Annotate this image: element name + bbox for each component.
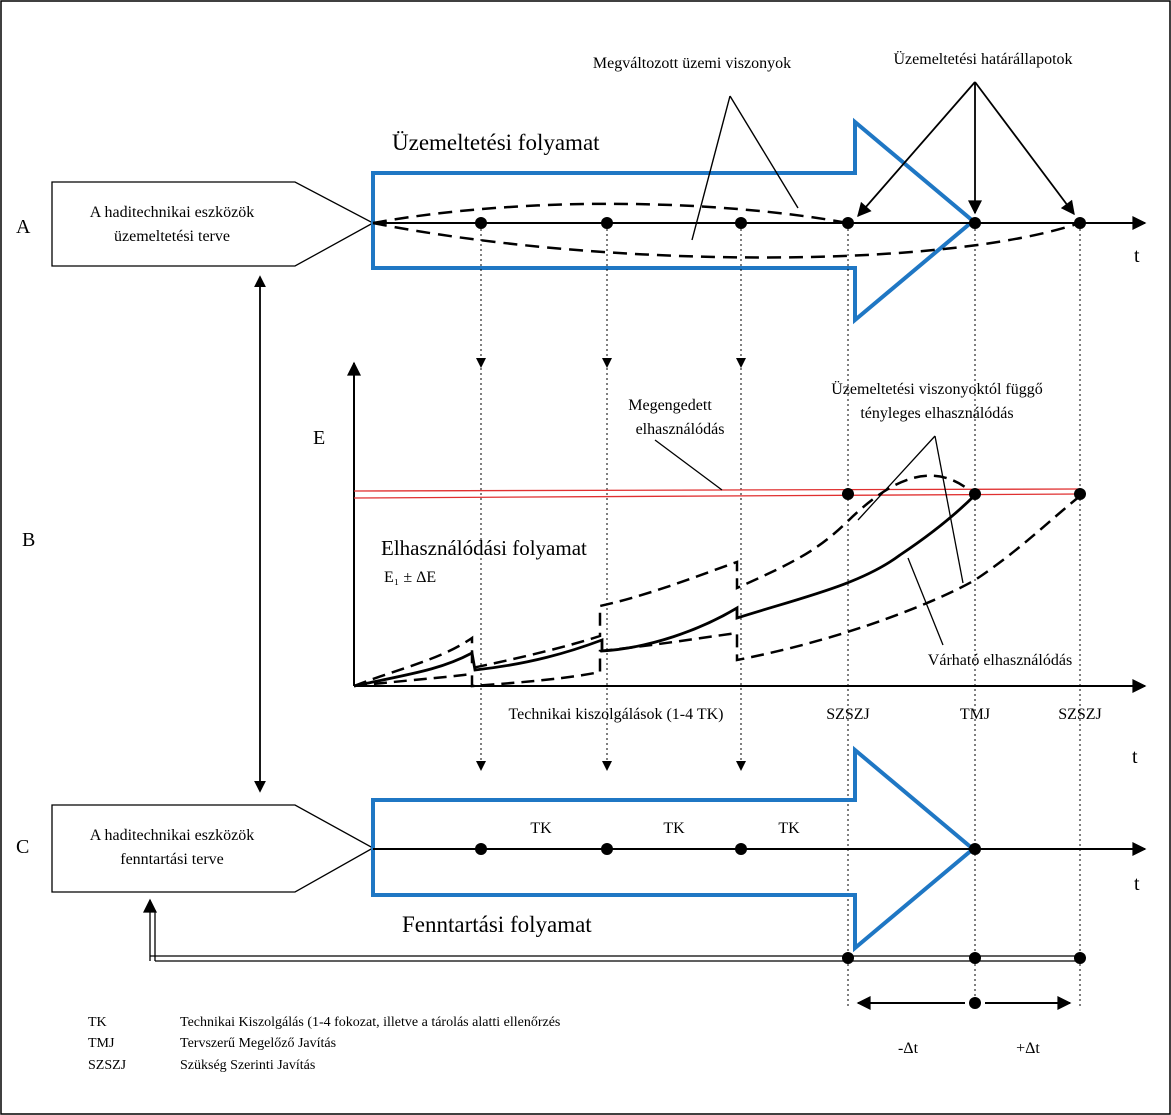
maintenance-plan-line1: A haditechnikai eszközök xyxy=(90,827,254,844)
row-label-b: B xyxy=(22,529,35,551)
operation-process-arrow xyxy=(371,117,977,325)
allowed-wear-limit-upper xyxy=(353,488,1081,492)
wear-envelope-upper xyxy=(353,474,976,688)
legend-text-szszj: Szükség Szerinti Javítás xyxy=(180,1058,315,1073)
changed-conditions-pointer-2 xyxy=(729,95,799,209)
legend: TK Technikai Kiszolgálás (1-4 fokozat, i… xyxy=(88,1015,560,1073)
legend-text-tmj: Tervszerű Megelőző Javítás xyxy=(180,1036,336,1051)
wear-limit-node-tmj xyxy=(969,488,981,500)
timeline-c-node-tk2 xyxy=(601,843,613,855)
changed-conditions-pointer-1 xyxy=(691,95,731,241)
timeline-c-node-tmj xyxy=(969,843,981,855)
timeline-a-node-tk2 xyxy=(601,217,613,229)
maintenance-process-label: Fenntartási folyamat xyxy=(402,912,592,937)
limit-states-pointer-1 xyxy=(857,81,976,218)
allowed-wear-limit-lower xyxy=(353,493,1081,499)
delta-plus-label: +Δt xyxy=(1016,1040,1040,1057)
wear-axis-e-label: E xyxy=(313,427,325,449)
changed-conditions-label: Megváltozott üzemi viszonyok xyxy=(593,55,791,72)
wear-envelope-lower xyxy=(353,495,1081,688)
changed-conditions-upper-curve xyxy=(372,202,849,225)
time-axis-a-label: t xyxy=(1134,245,1140,267)
delta-minus-label: -Δt xyxy=(898,1040,919,1057)
actual-wear-pointer-1 xyxy=(857,435,936,521)
time-axis-b-label: t xyxy=(1132,746,1138,768)
operation-plan-box xyxy=(51,181,375,267)
limit-states-pointer-3 xyxy=(974,81,1075,216)
legend-text-tk: Technikai Kiszolgálás (1-4 fokozat, ille… xyxy=(180,1015,560,1030)
maintenance-plan-box xyxy=(51,804,375,893)
wear-range-label: E₁ ± ΔE xyxy=(384,569,436,586)
timeline-a-node-szszj2 xyxy=(1074,217,1086,229)
event-label-tmj: TMJ xyxy=(960,706,990,723)
tk-label-3: TK xyxy=(778,820,800,837)
actual-wear-pointer-2 xyxy=(934,435,964,584)
actual-wear-label-1: Üzemeltetési viszonyoktól függő xyxy=(831,380,1043,398)
timeline-c-node-tk1 xyxy=(475,843,487,855)
actual-wear-label-2: tényleges elhasználódás xyxy=(860,405,1013,422)
operation-plan-line2: üzemeltetési terve xyxy=(114,228,230,245)
expected-wear-pointer xyxy=(907,557,944,646)
wear-process-label: Elhasználódási folyamat xyxy=(381,536,587,560)
delta-center-node xyxy=(969,997,981,1009)
feedback-node-szszj2 xyxy=(1074,952,1086,964)
allowed-wear-label-2: elhasználódás xyxy=(636,421,725,438)
feedback-node-szszj1 xyxy=(842,952,854,964)
maintenance-process-arrow xyxy=(371,745,977,953)
wear-limit-node-szszj2 xyxy=(1074,488,1086,500)
timeline-a-node-szszj1 xyxy=(842,217,854,229)
changed-conditions-lower-curve xyxy=(372,221,1081,259)
event-label-szszj1: SZSZJ xyxy=(826,706,870,723)
expected-wear-curve xyxy=(353,494,976,688)
time-axis-c-label: t xyxy=(1134,873,1140,895)
tk-label-2: TK xyxy=(663,820,685,837)
legend-abbr-szszj: SZSZJ xyxy=(88,1058,127,1073)
wear-limit-node-szszj1 xyxy=(842,488,854,500)
maintenance-plan-line2: fenntartási terve xyxy=(120,851,224,868)
allowed-wear-pointer xyxy=(654,439,723,491)
operation-process-label: Üzemeltetési folyamat xyxy=(392,130,600,155)
timeline-c-node-tk3 xyxy=(735,843,747,855)
tk-label-1: TK xyxy=(530,820,552,837)
timeline-a-node-tk3 xyxy=(735,217,747,229)
timeline-a-node-tmj xyxy=(969,217,981,229)
feedback-node-tmj xyxy=(969,952,981,964)
operation-plan-line1: A haditechnikai eszközök xyxy=(90,204,254,221)
limit-states-label: Üzemeltetési határállapotok xyxy=(893,50,1072,68)
expected-wear-label: Várható elhasználódás xyxy=(928,652,1072,669)
legend-abbr-tk: TK xyxy=(88,1015,107,1030)
allowed-wear-label-1: Megengedett xyxy=(628,397,712,414)
row-label-c: C xyxy=(16,836,29,858)
legend-abbr-tmj: TMJ xyxy=(88,1036,115,1051)
event-label-szszj2: SZSZJ xyxy=(1058,706,1102,723)
row-label-a: A xyxy=(16,216,31,238)
timeline-a-node-tk1 xyxy=(475,217,487,229)
services-label: Technikai kiszolgálások (1-4 TK) xyxy=(509,706,724,723)
